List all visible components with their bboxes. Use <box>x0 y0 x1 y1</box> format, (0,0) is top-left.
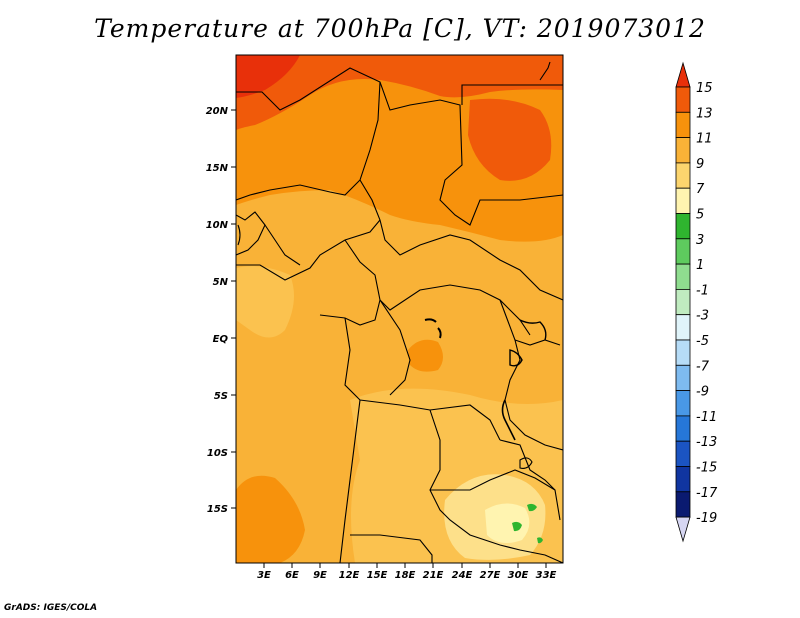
field-band-1-3-a <box>512 521 522 532</box>
colorbar-segment <box>675 466 691 493</box>
field-band-13-15-east <box>468 98 552 181</box>
lat-label-5s: 5S <box>214 391 228 402</box>
colorbar-label: -11 <box>696 410 717 425</box>
colorbar-segment <box>675 364 691 391</box>
field-band-1-3-c <box>537 537 543 544</box>
colorbar-label: 3 <box>696 233 704 248</box>
lon-label-12e: 12E <box>339 570 360 581</box>
colorbar-segment <box>675 390 691 417</box>
map-title: Temperature at 700hPa [C], VT: 201907301… <box>94 14 706 43</box>
colorbar-label: -17 <box>696 486 718 501</box>
colorbar-segment <box>675 288 691 316</box>
colorbar-segment <box>675 137 691 164</box>
colorbar-segment <box>675 162 691 189</box>
field-band-7-9-west <box>236 266 294 338</box>
colorbar-label: -3 <box>696 309 709 324</box>
colorbar-segment <box>675 339 691 366</box>
field-band-11-13-sw <box>236 475 305 563</box>
colorbar-label: 5 <box>696 208 704 223</box>
colorbar-label: 7 <box>696 182 705 197</box>
lat-label-20n: 20N <box>206 106 229 117</box>
lon-label-9e: 9E <box>313 570 327 581</box>
lon-label-18e: 18E <box>395 570 416 581</box>
colorbar-label: 1 <box>696 258 704 273</box>
colorbar-bottom-arrow <box>675 516 691 543</box>
lon-label-6e: 6E <box>285 570 299 581</box>
longitude-axis: 3E 6E 9E 12E 15E 18E 21E 24E 27E 30E 33E <box>257 563 557 581</box>
lon-label-33e: 33E <box>536 570 557 581</box>
lon-label-27e: 27E <box>480 570 501 581</box>
lon-label-30e: 30E <box>508 570 529 581</box>
country-borders <box>236 61 563 563</box>
colorbar-segment <box>675 213 691 240</box>
colorbar-label: 13 <box>696 106 713 121</box>
colorbar-segment <box>675 440 691 467</box>
lat-label-15n: 15N <box>206 163 229 174</box>
colorbar-label: -1 <box>696 283 709 298</box>
lat-label-eq: EQ <box>213 334 229 345</box>
colorbar-segment <box>675 491 691 518</box>
lon-label-21e: 21E <box>423 570 444 581</box>
lon-label-3e: 3E <box>257 570 271 581</box>
lat-label-5n: 5N <box>213 277 229 288</box>
latitude-axis: 20N 15N 10N 5N EQ 5S 10S 15S <box>206 106 236 515</box>
colorbar-label: -9 <box>696 385 709 400</box>
field-band-1-3-b <box>527 503 537 512</box>
colorbar-segment <box>675 263 691 290</box>
field-band-3-5 <box>485 503 530 544</box>
colorbar-label: 11 <box>696 132 713 147</box>
credit-text: GrADS: IGES/COLA <box>4 603 98 613</box>
field-band-11-13-spot <box>408 339 443 372</box>
lon-label-15e: 15E <box>367 570 388 581</box>
colorbar-segment <box>675 187 691 214</box>
lat-label-10s: 10S <box>207 448 228 459</box>
colorbar-label: -13 <box>696 435 717 450</box>
colorbar-segment <box>675 415 691 442</box>
colorbar-segment <box>675 238 691 265</box>
map-frame <box>235 54 564 564</box>
lat-label-10n: 10N <box>206 220 229 231</box>
colorbar-label: 9 <box>696 157 704 172</box>
field-band-13-15 <box>236 55 563 130</box>
lat-label-15s: 15S <box>207 504 228 515</box>
colorbar-top-arrow <box>675 61 691 88</box>
colorbar-label: -7 <box>696 359 710 374</box>
lon-label-24e: 24E <box>452 570 473 581</box>
colorbar-label: -5 <box>696 334 709 349</box>
colorbar-segment <box>675 86 691 113</box>
field-band-above-15 <box>236 55 300 98</box>
colorbar-segment <box>675 314 691 341</box>
colorbar: 15 13 11 9 7 5 3 1 -1 -3 -5 -7 -9 -11 -13 -15 -17 -19 <box>675 61 718 543</box>
colorbar-label: -19 <box>696 511 717 526</box>
colorbar-segment <box>675 111 691 139</box>
colorbar-label: -15 <box>696 461 717 476</box>
colorbar-label: 15 <box>696 81 713 96</box>
temperature-field <box>236 55 563 563</box>
